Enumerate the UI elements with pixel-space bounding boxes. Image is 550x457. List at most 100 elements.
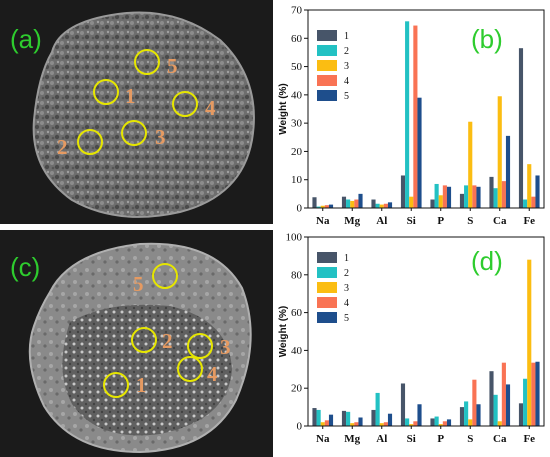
bar-Ca-series-3 [497,96,502,208]
bar-Na-series-1 [312,197,317,208]
x-tick-label-Na: Na [316,433,330,445]
y-tick-label: 0 [297,203,303,215]
chart-b-svg: Weight (%) 0 10 20 30 40 50 60 70 Na Mg Al Si P S Ca Fe 1… [278,5,545,227]
chart-d: Weight (%) 0 20 40 60 80 100 Na Mg Al Si P S Ca Fe 1 2 3 4… [276,230,550,457]
chart-b: Weight (%) 0 10 20 30 40 50 60 70 Na Mg Al Si P S Ca Fe 1… [276,0,550,228]
panel-label-a: (a) [10,24,42,54]
bar-Si-series-3 [409,424,414,426]
bar-Fe-series-2 [523,199,528,208]
spot-circle-c2 [131,327,157,353]
bar-P-series-1 [430,418,435,426]
y-tick-label: 30 [291,118,303,130]
spot-circle-a2 [77,129,103,155]
bar-P-series-5 [446,419,452,426]
x-tick-label-Ca: Ca [493,215,507,227]
panel-label: (b) [471,24,503,54]
bar-S-series-1 [459,407,465,426]
x-tick-label-Mg: Mg [344,433,360,445]
bar-Na-series-5 [328,204,334,208]
bar-S-series-1 [459,193,465,208]
bar-P-series-5 [446,186,452,208]
bar-Mg-series-2 [346,411,351,426]
bar-Ca-series-1 [489,176,494,208]
bar-Si-series-2 [405,21,410,208]
spot-circle-a3 [121,120,147,146]
bar-Fe-series-2 [523,378,528,426]
bar-Ca-series-2 [493,394,498,426]
legend-swatch-3 [317,60,337,71]
y-axis-label: Weight (%) [278,83,289,134]
x-tick-label-S: S [467,215,473,227]
x-tick-label-Na: Na [316,215,330,227]
x-tick-label-Al: Al [376,433,387,445]
bar-Mg-series-4 [354,422,359,426]
bar-Si-series-5 [417,97,422,208]
bar-Al-series-5 [387,413,393,426]
bar-Mg-series-2 [346,199,351,208]
legend-swatch-5 [317,312,337,323]
spot-label-a4: 4 [205,96,216,120]
bar-S-series-5 [476,404,481,426]
y-axis-label: Weight (%) [278,306,289,357]
bar-Al-series-2 [375,392,380,426]
bar-Fe-series-4 [531,362,536,426]
x-tick-label-Si: Si [407,433,416,445]
bar-Mg-series-3 [350,423,355,426]
x-tick-label-Al: Al [376,215,387,227]
particle-a [32,11,255,218]
x-tick-label-Si: Si [407,215,416,227]
bar-Al-series-3 [379,204,384,208]
bar-Mg-series-4 [354,199,359,208]
legend-swatch-3 [317,282,337,293]
legend-swatch-5 [317,90,337,101]
bar-Al-series-4 [383,203,388,208]
bar-Ca-series-4 [501,181,506,208]
y-tick-label: 40 [291,345,303,357]
x-tick-label-P: P [437,215,444,227]
legend-swatch-2 [317,45,337,56]
x-tick-label-S: S [467,433,473,445]
bar-Ca-series-5 [505,135,511,208]
bar-Si-series-1 [400,383,406,426]
spot-label-c3: 3 [220,335,231,359]
bar-Ca-series-2 [493,188,498,208]
panel-label-c: (c) [10,252,40,282]
bar-S-series-3 [468,419,473,426]
spot-label-c1: 1 [136,373,147,397]
bar-P-series-4 [442,185,447,208]
legend-label-1: 1 [344,253,349,264]
bar-Mg-series-1 [341,410,347,426]
bar-Fe-series-3 [527,259,532,426]
bar-Na-series-5 [328,414,334,426]
bar-Fe-series-3 [527,164,532,208]
bar-Fe-series-1 [518,403,524,426]
y-tick-label: 20 [291,383,303,395]
bar-Al-series-1 [371,199,376,208]
sem-overlays: (a) (c) 1 2 3 4 5 1 2 3 4 5 [10,24,231,398]
bar-Mg-series-3 [350,200,355,208]
y-tick-label: 50 [291,61,303,73]
y-tick-label: 70 [291,5,303,17]
legend-label-2: 2 [344,268,349,279]
legend-label-4: 4 [344,76,349,87]
bar-S-series-4 [472,379,477,426]
spot-label-a2: 2 [57,135,68,159]
x-tick-label-Ca: Ca [493,433,507,445]
spot-circle-c1 [103,372,129,398]
particle-c-fracture [62,304,233,436]
legend-label-2: 2 [344,46,349,57]
bar-S-series-5 [476,186,481,208]
bar-S-series-2 [464,401,469,426]
y-tick-label: 0 [297,421,303,433]
legend-swatch-4 [317,297,337,308]
sem-image-a [0,0,273,224]
x-tick-label-P: P [437,433,444,445]
spot-label-a1: 1 [125,84,136,108]
bar-Al-series-5 [387,202,393,208]
y-tick-label: 20 [291,146,303,158]
bar-Ca-series-4 [501,362,506,426]
bar-Al-series-2 [375,203,380,208]
spot-circle-a4 [172,91,198,117]
bar-S-series-3 [468,121,473,208]
bar-Fe-series-1 [518,48,524,208]
